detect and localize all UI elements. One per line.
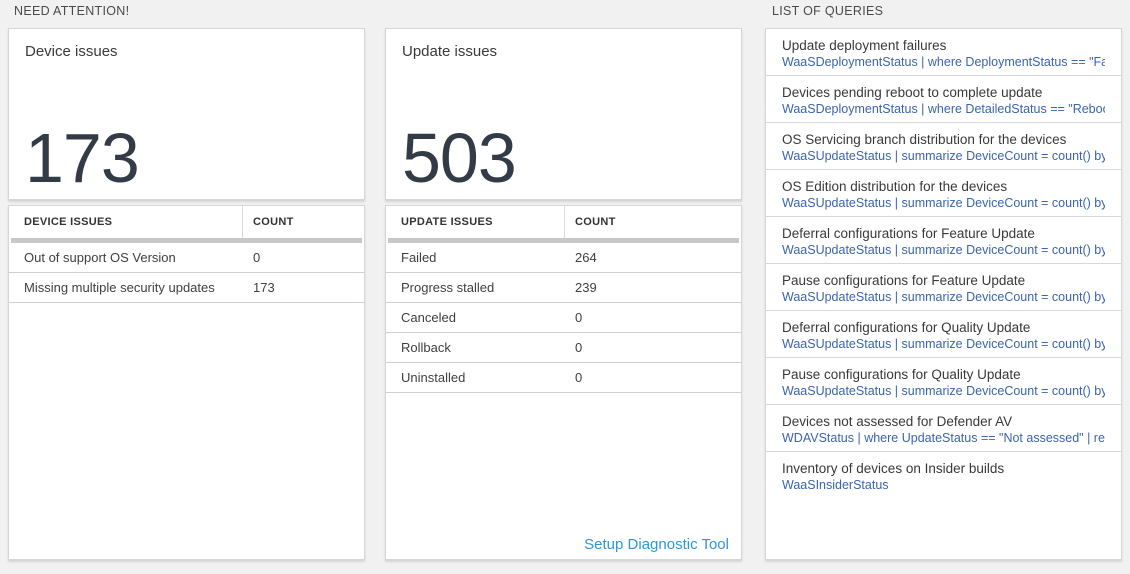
query-list-item[interactable]: Devices pending reboot to complete updat… bbox=[766, 76, 1121, 123]
setup-diagnostic-tool-link[interactable]: Setup Diagnostic Tool bbox=[584, 536, 729, 553]
device-issues-column-header: DEVICE ISSUES bbox=[9, 206, 243, 238]
update-issues-count: 503 bbox=[402, 119, 517, 197]
issue-label: Failed bbox=[401, 250, 437, 265]
issue-count: 0 bbox=[575, 370, 583, 385]
need-attention-heading: NEED ATTENTION! bbox=[14, 4, 130, 18]
query-title: Pause configurations for Quality Update bbox=[782, 367, 1021, 382]
query-list-item[interactable]: Devices not assessed for Defender AV WDA… bbox=[766, 405, 1121, 452]
query-title: Inventory of devices on Insider builds bbox=[782, 461, 1005, 476]
table-header-separator-bar bbox=[11, 238, 362, 243]
count-column-header: COUNT bbox=[253, 216, 294, 228]
query-text-link[interactable]: WaaSUpdateStatus | summarize DeviceCount… bbox=[782, 196, 1105, 210]
query-title: Deferral configurations for Quality Upda… bbox=[782, 320, 1031, 335]
query-title: OS Servicing branch distribution for the… bbox=[782, 132, 1067, 147]
query-list-item[interactable]: Deferral configurations for Quality Upda… bbox=[766, 311, 1121, 358]
query-title: Update deployment failures bbox=[782, 38, 947, 53]
query-title: Pause configurations for Feature Update bbox=[782, 273, 1026, 288]
issue-label: Rollback bbox=[401, 340, 451, 355]
update-issues-table-header: UPDATE ISSUES COUNT bbox=[386, 206, 741, 238]
device-issues-count: 173 bbox=[25, 119, 140, 197]
issue-count: 173 bbox=[253, 280, 275, 295]
query-list-item[interactable]: OS Edition distribution for the devices … bbox=[766, 170, 1121, 217]
query-list-item[interactable]: Pause configurations for Feature Update … bbox=[766, 264, 1121, 311]
table-row[interactable]: Missing multiple security updates 173 bbox=[9, 273, 364, 303]
table-row[interactable]: Out of support OS Version 0 bbox=[9, 243, 364, 273]
query-list-item[interactable]: Inventory of devices on Insider builds W… bbox=[766, 452, 1121, 498]
query-list-item[interactable]: OS Servicing branch distribution for the… bbox=[766, 123, 1121, 170]
query-text-link[interactable]: WaaSDeploymentStatus | where DeploymentS… bbox=[782, 55, 1105, 69]
query-text-link[interactable]: WaaSUpdateStatus | summarize DeviceCount… bbox=[782, 384, 1105, 398]
issue-count: 239 bbox=[575, 280, 597, 295]
issue-count: 0 bbox=[575, 340, 583, 355]
issue-label: Missing multiple security updates bbox=[24, 280, 215, 295]
device-issues-title: Device issues bbox=[25, 43, 118, 60]
query-list-item[interactable]: Pause configurations for Quality Update … bbox=[766, 358, 1121, 405]
count-column-header: COUNT bbox=[575, 216, 616, 228]
table-header-separator-bar bbox=[388, 238, 739, 243]
query-title: Deferral configurations for Feature Upda… bbox=[782, 226, 1035, 241]
query-text-link[interactable]: WaaSInsiderStatus bbox=[782, 478, 889, 492]
query-title: Devices pending reboot to complete updat… bbox=[782, 85, 1043, 100]
issue-count: 264 bbox=[575, 250, 597, 265]
issue-count: 0 bbox=[575, 310, 583, 325]
device-issues-stat-card[interactable]: Device issues 173 bbox=[8, 28, 365, 200]
device-issues-table-header: DEVICE ISSUES COUNT bbox=[9, 206, 364, 238]
query-title: Devices not assessed for Defender AV bbox=[782, 414, 1013, 429]
query-list-item[interactable]: Update deployment failures WaaSDeploymen… bbox=[766, 29, 1121, 76]
table-row[interactable]: Progress stalled 239 bbox=[386, 273, 741, 303]
issue-count: 0 bbox=[253, 250, 261, 265]
query-text-link[interactable]: WaaSUpdateStatus | summarize DeviceCount… bbox=[782, 243, 1105, 257]
issue-label: Uninstalled bbox=[401, 370, 466, 385]
issue-label: Out of support OS Version bbox=[24, 250, 176, 265]
update-issues-stat-card[interactable]: Update issues 503 bbox=[385, 28, 742, 200]
device-issues-table-card: DEVICE ISSUES COUNT Out of support OS Ve… bbox=[8, 205, 365, 560]
table-row[interactable]: Rollback 0 bbox=[386, 333, 741, 363]
query-text-link[interactable]: WaaSDeploymentStatus | where DetailedSta… bbox=[782, 102, 1105, 116]
issue-label: Canceled bbox=[401, 310, 456, 325]
query-list-item[interactable]: Deferral configurations for Feature Upda… bbox=[766, 217, 1121, 264]
query-text-link[interactable]: WaaSUpdateStatus | summarize DeviceCount… bbox=[782, 149, 1105, 163]
query-title: OS Edition distribution for the devices bbox=[782, 179, 1008, 194]
update-issues-column-header: UPDATE ISSUES bbox=[386, 206, 565, 238]
table-row[interactable]: Canceled 0 bbox=[386, 303, 741, 333]
update-issues-title: Update issues bbox=[402, 43, 498, 60]
query-text-link[interactable]: WaaSUpdateStatus | summarize DeviceCount… bbox=[782, 337, 1105, 351]
query-text-link[interactable]: WDAVStatus | where UpdateStatus == "Not … bbox=[782, 431, 1105, 445]
list-of-queries-card: Update deployment failures WaaSDeploymen… bbox=[765, 28, 1122, 560]
issue-label: Progress stalled bbox=[401, 280, 495, 295]
list-of-queries-heading: LIST OF QUERIES bbox=[772, 4, 884, 18]
query-text-link[interactable]: WaaSUpdateStatus | summarize DeviceCount… bbox=[782, 290, 1105, 304]
update-issues-table-card: UPDATE ISSUES COUNT Failed 264 Progress … bbox=[385, 205, 742, 560]
table-row[interactable]: Failed 264 bbox=[386, 243, 741, 273]
table-row[interactable]: Uninstalled 0 bbox=[386, 363, 741, 393]
